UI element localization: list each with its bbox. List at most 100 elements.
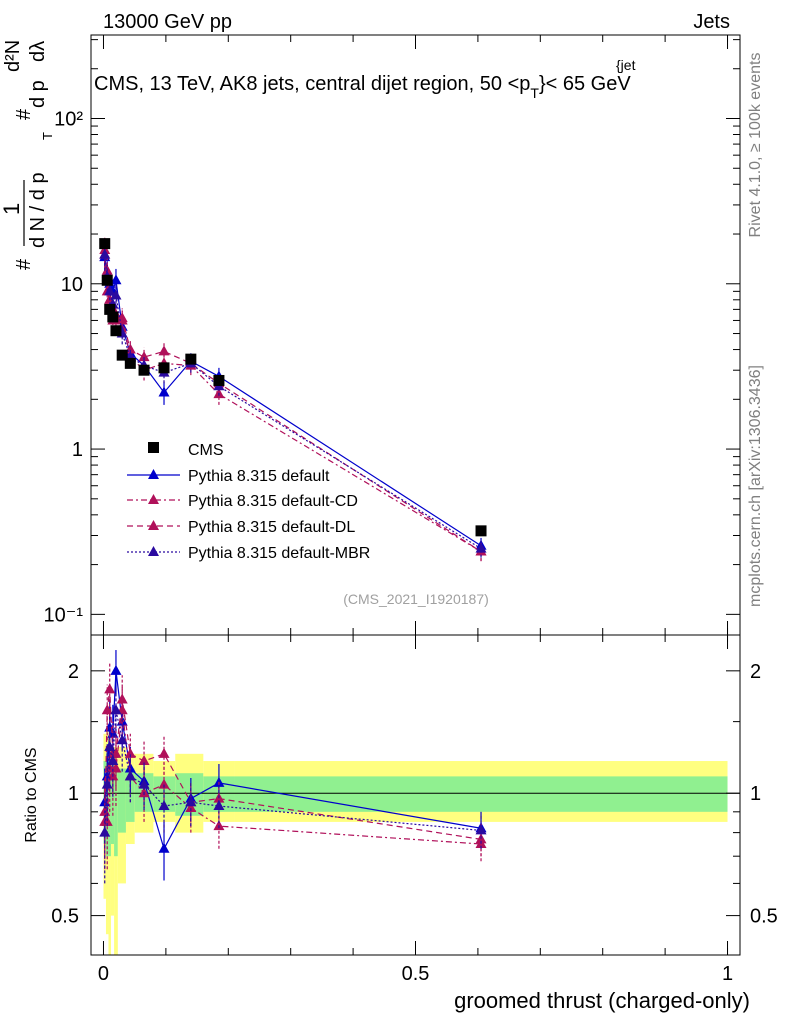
header-right: Jets bbox=[693, 11, 730, 33]
side-rivet-text: Rivet 4.1.0, ≥ 100k events bbox=[747, 53, 764, 238]
cms-data-point bbox=[138, 364, 150, 376]
marker-mbr bbox=[158, 800, 170, 811]
marker-mbr bbox=[185, 796, 197, 807]
main-panel: 10⁻¹ 1 10 10² bbox=[44, 34, 741, 636]
ylabel-lam: dλ bbox=[27, 41, 49, 62]
ylabel-T: T bbox=[40, 132, 55, 140]
header-left: 13000 GeV pp bbox=[103, 11, 232, 33]
title-sub: T bbox=[530, 85, 539, 101]
marker-mbr bbox=[475, 824, 487, 835]
title-end: }< 65 GeV bbox=[539, 73, 631, 95]
marker-cd bbox=[158, 778, 170, 789]
ylabel-dN: d N / d p bbox=[27, 172, 49, 248]
ratio-ytick-label-right: 0.5 bbox=[750, 906, 778, 928]
marker-cd bbox=[185, 801, 197, 812]
marker-default bbox=[110, 664, 122, 675]
cms-data-point bbox=[158, 362, 170, 374]
marker-dl bbox=[158, 747, 170, 758]
main-ytick-label: 10² bbox=[54, 108, 83, 130]
cms-data-point bbox=[107, 311, 119, 323]
marker-mbr bbox=[110, 704, 122, 715]
uncertainty-band-green bbox=[108, 761, 111, 857]
series-line-default bbox=[104, 670, 482, 851]
uncertainty-band-green bbox=[110, 761, 115, 845]
marker-cd bbox=[213, 820, 225, 831]
plot-title: CMS, 13 TeV, AK8 jets, central dijet reg… bbox=[94, 73, 631, 101]
ratio-ytick-label: 2 bbox=[68, 661, 79, 683]
ratio-panel: 0.5 0.5 1 1 2 2 bbox=[51, 634, 778, 956]
ylabel-dpT: d p bbox=[27, 80, 49, 108]
legend-label-default: Pythia 8.315 default bbox=[188, 468, 330, 485]
marker-dl bbox=[116, 693, 128, 704]
marker-mbr bbox=[99, 248, 111, 259]
series-line-dl bbox=[104, 689, 482, 840]
uncertainty-band-green bbox=[114, 768, 118, 857]
marker-dl bbox=[104, 683, 116, 694]
marker-default bbox=[158, 386, 170, 397]
marker-default bbox=[110, 274, 122, 285]
marker-mbr bbox=[104, 740, 116, 751]
marker-dl bbox=[124, 747, 136, 758]
x-tick-label: 0.5 bbox=[402, 963, 430, 985]
uncertainty-band-green bbox=[117, 768, 126, 833]
marker-mbr bbox=[213, 800, 225, 811]
marker-mbr bbox=[475, 542, 487, 553]
cms-data-point bbox=[213, 374, 225, 386]
ylabel-hash2: # bbox=[13, 108, 35, 120]
marker-dl bbox=[138, 351, 150, 362]
legend-marker-mbr bbox=[148, 546, 159, 556]
legend-marker-cd bbox=[148, 494, 159, 504]
legend-marker-default bbox=[148, 469, 159, 479]
side-mcplots-text: mcplots.cern.ch [arXiv:1306.3436] bbox=[747, 365, 764, 607]
marker-dl bbox=[101, 704, 113, 715]
legend-marker-cms bbox=[148, 442, 159, 453]
cms-data-point bbox=[101, 274, 113, 286]
legend-label-cms: CMS bbox=[188, 442, 224, 459]
marker-mbr bbox=[110, 289, 122, 300]
title-main: CMS, 13 TeV, AK8 jets, central dijet reg… bbox=[94, 73, 530, 95]
marker-dl bbox=[158, 345, 170, 356]
main-ytick-label: 10 bbox=[61, 274, 83, 296]
main-ylabel: # 1 d N / d p T # d²N d p dλ bbox=[0, 40, 55, 270]
ratio-ytick-label-right: 1 bbox=[750, 783, 761, 805]
analysis-tag: (CMS_2021_I1920187) bbox=[343, 591, 489, 607]
main-ytick-label: 1 bbox=[72, 439, 83, 461]
cms-data-point bbox=[475, 525, 487, 537]
marker-mbr bbox=[104, 285, 116, 296]
legend-label-dl: Pythia 8.315 default-DL bbox=[188, 519, 355, 536]
marker-mbr bbox=[99, 826, 111, 837]
cms-data-point bbox=[104, 303, 116, 315]
marker-default bbox=[124, 762, 136, 773]
legend: CMS Pythia 8.315 default Pythia 8.315 de… bbox=[127, 442, 370, 562]
marker-dl bbox=[138, 755, 150, 766]
cms-data-point bbox=[99, 238, 111, 250]
title-sup: {jet bbox=[616, 57, 636, 73]
ratio-ylabel: Ratio to CMS bbox=[23, 747, 40, 842]
marker-default bbox=[158, 842, 170, 853]
x-tick-label: 1 bbox=[722, 963, 733, 985]
uncertainty-band-green bbox=[234, 776, 728, 812]
legend-label-cd: Pythia 8.315 default-CD bbox=[188, 493, 358, 510]
cms-data-point bbox=[116, 349, 128, 361]
series-line-mbr bbox=[104, 710, 482, 833]
marker-mbr bbox=[138, 778, 150, 789]
ratio-ytick-label: 0.5 bbox=[51, 906, 79, 928]
ratio-ytick-label: 1 bbox=[68, 783, 79, 805]
main-ytick-label: 10⁻¹ bbox=[44, 604, 84, 626]
ratio-ytick-label-right: 2 bbox=[750, 661, 761, 683]
x-tick-label: 0 bbox=[98, 963, 109, 985]
marker-mbr bbox=[124, 770, 136, 781]
marker-mbr bbox=[107, 755, 119, 766]
legend-label-mbr: Pythia 8.315 default-MBR bbox=[188, 545, 370, 562]
marker-mbr bbox=[116, 734, 128, 745]
marker-mbr bbox=[101, 778, 113, 789]
ylabel-d2N: d²N bbox=[2, 40, 24, 72]
cms-data-point bbox=[124, 357, 136, 369]
ylabel-one: 1 bbox=[0, 203, 24, 215]
cms-data-point bbox=[185, 353, 197, 365]
x-axis-label: groomed thrust (charged-only) bbox=[454, 988, 750, 1013]
ylabel-hash1: # bbox=[13, 258, 35, 270]
cms-data-point bbox=[110, 325, 122, 337]
legend-marker-dl bbox=[148, 520, 159, 530]
